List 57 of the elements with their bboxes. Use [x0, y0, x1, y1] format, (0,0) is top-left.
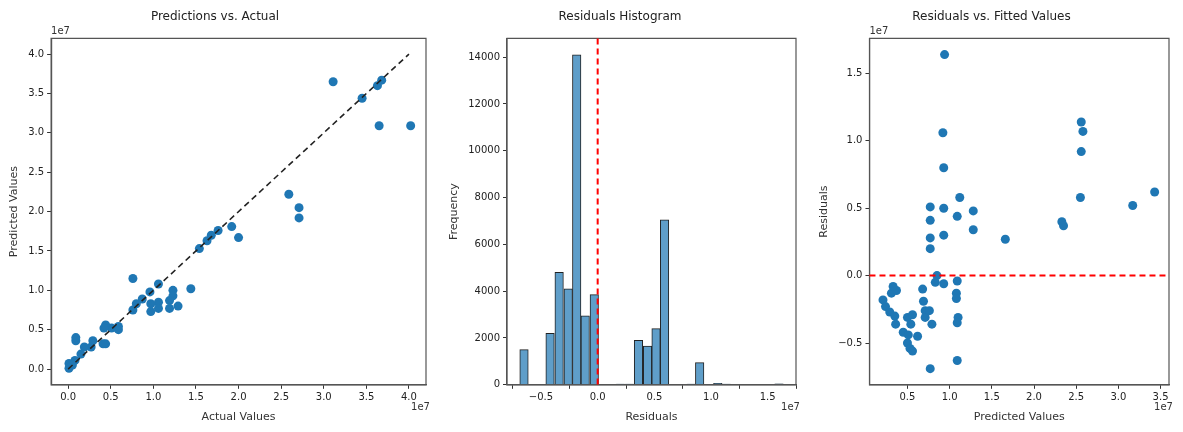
- y-tick-label: 4.0: [28, 47, 45, 59]
- y-tick-label: 12000: [468, 97, 501, 109]
- y-tick-label: 0.0: [846, 269, 863, 281]
- y-tick-label: 1.5: [846, 67, 863, 79]
- x-tick-label: 3.0: [315, 391, 332, 403]
- x-tick-label: 4.0: [401, 391, 417, 403]
- y-tick-label: −0.5: [838, 336, 863, 348]
- x-tick-label: 0.5: [646, 391, 663, 403]
- x-tick-label: 3.0: [1110, 391, 1127, 403]
- x-tick-label: 3.5: [1152, 391, 1169, 403]
- x-tick-label: 1.0: [703, 391, 719, 403]
- text: 1e7: [411, 401, 430, 413]
- text: 1e7: [781, 401, 800, 413]
- x-tick-label: 1.5: [188, 391, 204, 403]
- y-tick-label: 2000: [474, 331, 501, 343]
- x-axis-title: Actual Values: [201, 410, 276, 424]
- y-tick-label: 10000: [468, 144, 501, 156]
- y-tick-label: 0.5: [846, 201, 863, 213]
- y-axis-title: Frequency: [447, 182, 461, 241]
- x-tick-label: 1.0: [145, 391, 162, 403]
- x-tick-label: 2.0: [230, 391, 247, 403]
- y-tick-label: 0.5: [28, 323, 45, 335]
- y-tick-label: 0: [493, 378, 501, 390]
- y-tick-label: 1.5: [28, 244, 45, 256]
- x-tick-label: 0.0: [60, 391, 77, 403]
- y-axis-title: Residuals: [817, 185, 831, 238]
- y-tick-label: 2.5: [28, 165, 45, 177]
- text: 1e7: [869, 24, 889, 36]
- y-tick-label: 8000: [474, 191, 501, 203]
- y-tick-label: 4000: [474, 284, 501, 296]
- chart-title: Residuals Histogram: [558, 9, 682, 24]
- x-tick-label: −0.5: [528, 391, 554, 403]
- x-tick-label: 0.0: [589, 391, 606, 403]
- y-tick-label: 1.0: [28, 283, 45, 295]
- y-tick-label: 3.0: [28, 126, 45, 138]
- y-tick-label: 2.0: [28, 205, 45, 217]
- x-tick-label: 0.5: [102, 391, 119, 403]
- x-tick-label: 0.5: [899, 391, 916, 403]
- x-axis-title: Predicted Values: [973, 410, 1066, 424]
- chart-title: Residuals vs. Fitted Values: [912, 9, 1071, 24]
- y-tick-label: 1.0: [846, 134, 863, 146]
- y-tick-label: 14000: [468, 50, 501, 62]
- y-tick-label: 6000: [474, 237, 501, 249]
- y-axis-title: Predicted Values: [7, 165, 21, 258]
- x-axis-title: Residuals: [625, 410, 678, 424]
- x-tick-label: 2.5: [1068, 391, 1085, 403]
- x-tick-label: 1.0: [941, 391, 958, 403]
- x-tick-label: 1.5: [759, 391, 776, 403]
- y-tick-label: 3.5: [28, 87, 45, 99]
- x-tick-label: 3.5: [358, 391, 375, 403]
- x-tick-label: 2.0: [1026, 391, 1042, 403]
- chart-title: Predictions vs. Actual: [150, 9, 280, 24]
- y-tick-label: 0.0: [28, 362, 45, 374]
- text: 1e7: [51, 24, 70, 36]
- text: 1e7: [1154, 401, 1173, 413]
- x-tick-label: 1.5: [983, 391, 1000, 403]
- x-tick-label: 2.5: [273, 391, 290, 403]
